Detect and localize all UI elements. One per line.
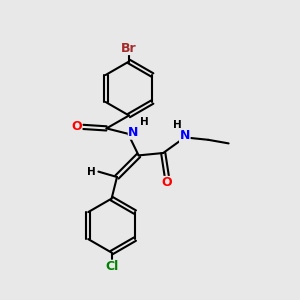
Text: H: H <box>173 120 182 130</box>
Text: O: O <box>162 176 172 190</box>
Text: Cl: Cl <box>106 260 119 274</box>
Text: Br: Br <box>121 41 137 55</box>
Text: N: N <box>180 129 190 142</box>
Text: H: H <box>140 117 148 128</box>
Text: N: N <box>128 126 139 139</box>
Text: H: H <box>87 167 96 177</box>
Text: O: O <box>71 120 82 134</box>
